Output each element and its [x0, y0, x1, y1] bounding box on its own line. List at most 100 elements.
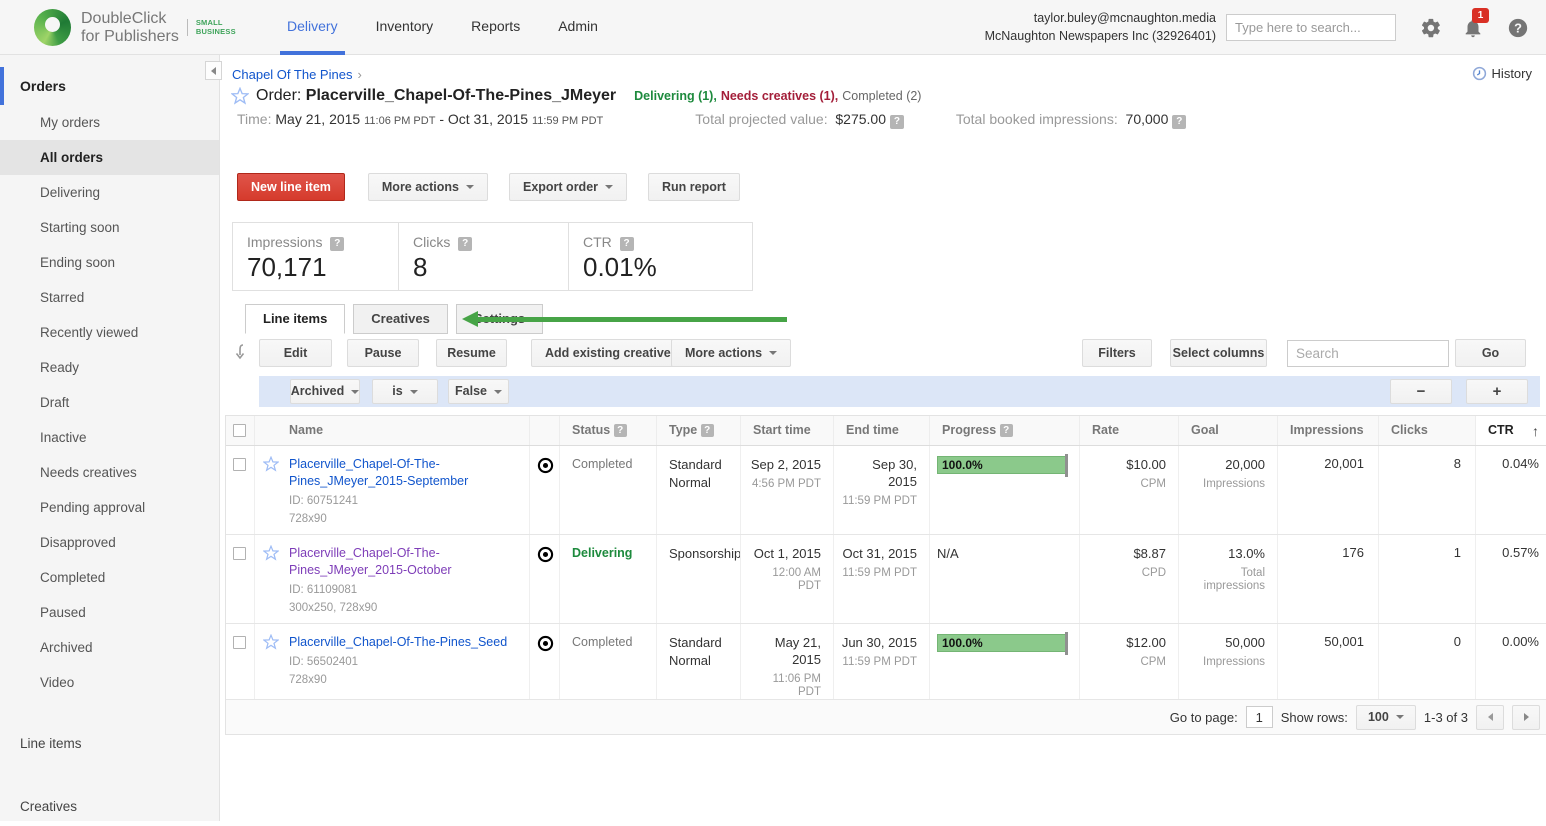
order-star-icon[interactable] [231, 87, 249, 105]
run-report-button[interactable]: Run report [648, 173, 740, 201]
star-icon[interactable] [263, 634, 279, 650]
col-header-rate[interactable]: Rate [1079, 416, 1178, 445]
help-badge-icon[interactable] [620, 237, 634, 251]
line-item-link[interactable]: Placerville_Chapel-Of-The-Pines_Seed [289, 634, 521, 651]
preview-eye-icon[interactable] [537, 635, 554, 652]
breadcrumb-link[interactable]: Chapel Of The Pines [232, 67, 352, 82]
help-badge-icon[interactable] [701, 424, 714, 437]
sidebar-item-starting-soon[interactable]: Starting soon [0, 210, 219, 245]
line-item-link[interactable]: Placerville_Chapel-Of-The-Pines_JMeyer_2… [289, 456, 521, 490]
help-badge-icon[interactable] [614, 424, 627, 437]
row-checkbox[interactable] [233, 458, 246, 471]
scroll-download-icon[interactable] [233, 344, 249, 362]
sidebar-item-pending-approval[interactable]: Pending approval [0, 490, 219, 525]
tab-line-items[interactable]: Line items [245, 304, 345, 334]
settings-gear-icon[interactable] [1420, 17, 1442, 39]
eye-cell [529, 624, 559, 699]
sidebar-section-orders[interactable]: Orders [0, 67, 219, 105]
col-header-clicks[interactable]: Clicks [1378, 416, 1475, 445]
help-badge-icon[interactable] [330, 237, 344, 251]
help-badge-icon[interactable] [890, 115, 904, 129]
sidebar-item-disapproved[interactable]: Disapproved [0, 525, 219, 560]
sidebar-item-ending-soon[interactable]: Ending soon [0, 245, 219, 280]
sidebar-item-all-orders[interactable]: All orders [0, 140, 219, 175]
export-order-dropdown[interactable]: Export order [509, 173, 627, 201]
row-checkbox-cell [226, 446, 254, 534]
sidebar-section-line-items[interactable]: Line items [0, 725, 219, 763]
col-header-ctr[interactable]: CTR [1475, 416, 1546, 445]
show-rows-dropdown[interactable]: 100 [1356, 705, 1416, 730]
sidebar-section-creatives[interactable]: Creatives [0, 788, 219, 826]
sidebar-item-paused[interactable]: Paused [0, 595, 219, 630]
edit-button[interactable]: Edit [259, 339, 332, 367]
nav-tab-admin[interactable]: Admin [539, 0, 617, 55]
resume-button[interactable]: Resume [436, 339, 507, 367]
col-header-progress[interactable]: Progress [929, 416, 1079, 445]
sidebar-item-archived[interactable]: Archived [0, 630, 219, 665]
col-header-name[interactable]: Name [254, 416, 529, 445]
filter-value-dropdown[interactable]: False [448, 379, 509, 404]
go-button[interactable]: Go [1455, 339, 1526, 367]
star-icon[interactable] [263, 456, 279, 472]
eye-cell [529, 446, 559, 534]
order-end-date: Oct 31, 2015 [448, 111, 528, 127]
sidebar-item-video[interactable]: Video [0, 665, 219, 700]
select-columns-button[interactable]: Select columns [1170, 339, 1267, 367]
star-icon[interactable] [263, 545, 279, 561]
account-org: McNaughton Newspapers Inc (32926401) [985, 27, 1216, 45]
filter-operator-dropdown[interactable]: is [372, 379, 438, 404]
progress-bar: 100.0% [937, 634, 1067, 652]
more-actions-dropdown[interactable]: More actions [368, 173, 488, 201]
col-header-type[interactable]: Type [656, 416, 740, 445]
col-header-end-time[interactable]: End time [833, 416, 929, 445]
row-checkbox[interactable] [233, 636, 246, 649]
global-search-input[interactable] [1227, 20, 1415, 35]
line-item-link[interactable]: Placerville_Chapel-Of-The-Pines_JMeyer_2… [289, 545, 521, 579]
sidebar-item-starred[interactable]: Starred [0, 280, 219, 315]
sidebar-item-inactive[interactable]: Inactive [0, 420, 219, 455]
help-badge-icon[interactable] [1000, 424, 1013, 437]
notification-badge[interactable]: 1 [1472, 8, 1489, 23]
remove-filter-button[interactable]: − [1390, 379, 1452, 404]
select-all-checkbox[interactable] [233, 424, 246, 437]
sidebar-item-delivering[interactable]: Delivering [0, 175, 219, 210]
table-search-input[interactable] [1288, 341, 1448, 366]
sidebar-collapse-button[interactable] [205, 61, 222, 80]
sidebar-item-completed[interactable]: Completed [0, 560, 219, 595]
add-filter-button[interactable]: + [1466, 379, 1528, 404]
help-badge-icon[interactable] [458, 237, 472, 251]
preview-eye-icon[interactable] [537, 457, 554, 474]
account-email: taylor.buley@mcnaughton.media [985, 9, 1216, 27]
toolbar-more-actions-dropdown[interactable]: More actions [671, 339, 791, 367]
ctr-cell: 0.00% [1475, 624, 1546, 699]
col-header-start-time[interactable]: Start time [740, 416, 833, 445]
new-line-item-button[interactable]: New line item [237, 173, 345, 201]
next-page-button[interactable] [1512, 705, 1540, 730]
sidebar-item-needs-creatives[interactable]: Needs creatives [0, 455, 219, 490]
nav-tab-inventory[interactable]: Inventory [357, 0, 453, 55]
line-item-id: ID: 56502401 [289, 656, 521, 669]
filter-field-dropdown[interactable]: Archived [290, 379, 360, 404]
goal-marker [1065, 632, 1068, 655]
nav-tab-reports[interactable]: Reports [452, 0, 539, 55]
end-time-cell: Jun 30, 201511:59 PM PDT [833, 624, 929, 699]
history-button[interactable]: History [1472, 66, 1532, 81]
tab-creatives[interactable]: Creatives [353, 304, 448, 334]
previous-page-button[interactable] [1476, 705, 1504, 730]
sidebar-item-my-orders[interactable]: My orders [0, 105, 219, 140]
page-number-input[interactable] [1246, 706, 1273, 728]
nav-tab-delivery[interactable]: Delivery [268, 0, 357, 55]
filters-button[interactable]: Filters [1082, 339, 1152, 367]
col-header-goal[interactable]: Goal [1178, 416, 1277, 445]
pause-button[interactable]: Pause [347, 339, 419, 367]
preview-eye-icon[interactable] [537, 546, 554, 563]
clicks-cell: 8 [1378, 446, 1475, 534]
col-header-status[interactable]: Status [559, 416, 656, 445]
row-checkbox[interactable] [233, 547, 246, 560]
go-to-page-label: Go to page: [1170, 710, 1238, 725]
status-badge: Completed [572, 457, 632, 471]
help-icon[interactable]: ? [1507, 17, 1529, 39]
col-header-impressions[interactable]: Impressions [1277, 416, 1378, 445]
help-badge-icon[interactable] [1172, 115, 1186, 129]
sidebar-item-draft[interactable]: Draft [0, 385, 219, 420]
